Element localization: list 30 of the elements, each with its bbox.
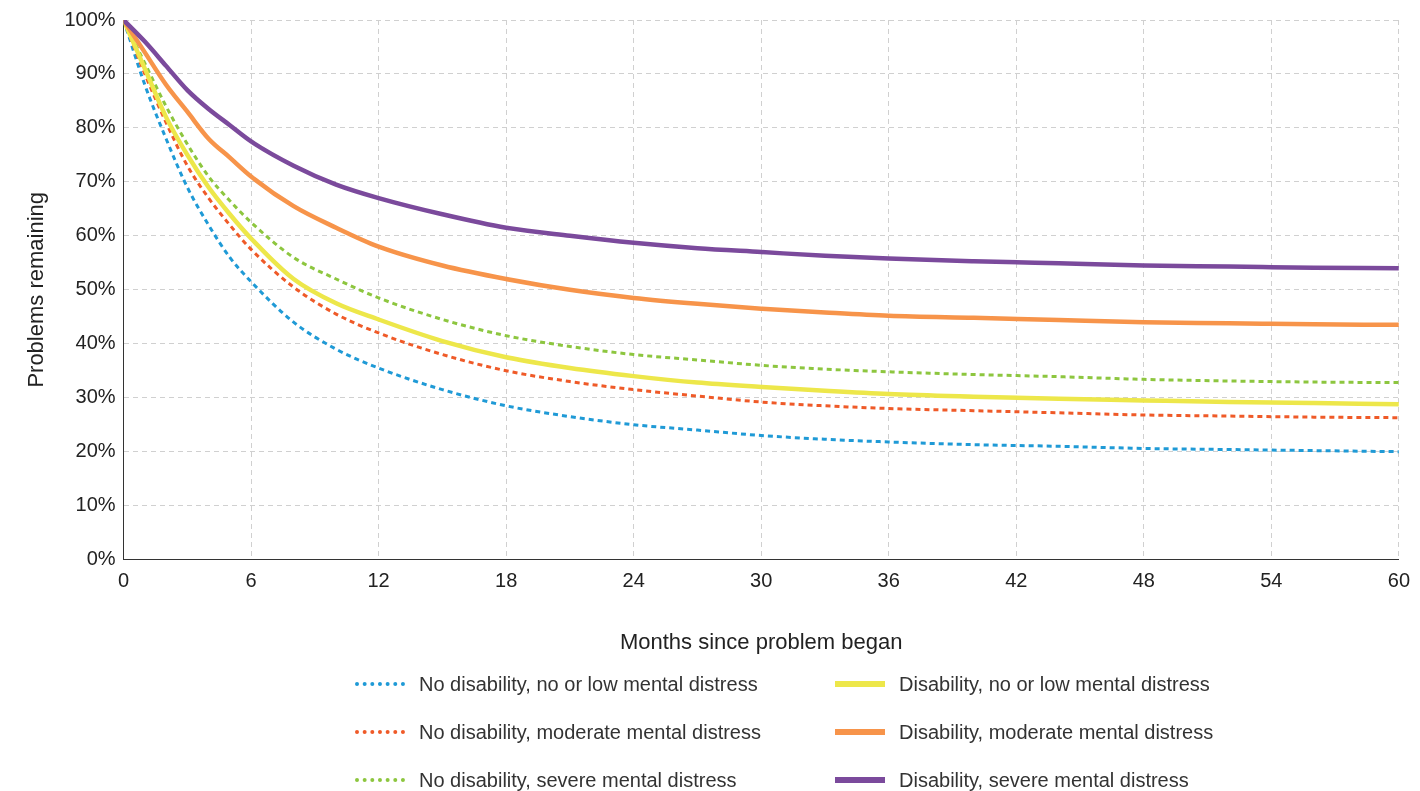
- x-axis-title: Months since problem began: [619, 628, 903, 654]
- legend-label: Disability, no or low mental distress: [899, 672, 1210, 696]
- y-tick-label: 0%: [86, 547, 116, 570]
- legend-label: Disability, severe mental distress: [899, 768, 1189, 791]
- x-tick-label: 0: [117, 569, 130, 592]
- y-tick-label: 50%: [75, 277, 116, 300]
- x-tick-label: 24: [622, 569, 645, 592]
- legend-label: No disability, no or low mental distress: [419, 672, 758, 696]
- y-tick-label: 80%: [75, 115, 116, 138]
- x-tick-label: 36: [877, 569, 900, 592]
- legend-label: Disability, moderate mental distress: [899, 720, 1214, 744]
- x-tick-label: 12: [367, 569, 390, 592]
- x-tick-label: 60: [1387, 569, 1410, 592]
- y-tick-label: 30%: [75, 385, 116, 408]
- y-tick-label: 90%: [75, 61, 116, 84]
- x-tick-label: 18: [495, 569, 518, 592]
- y-tick-label: 100%: [64, 7, 116, 30]
- legend-label: No disability, severe mental distress: [419, 768, 737, 791]
- x-tick-label: 48: [1132, 569, 1155, 592]
- x-tick-label: 6: [245, 569, 257, 592]
- y-tick-label: 10%: [75, 493, 116, 516]
- y-tick-label: 20%: [75, 439, 116, 462]
- x-tick-label: 30: [750, 569, 773, 592]
- x-tick-label: 42: [1005, 569, 1028, 592]
- y-axis-title: Problems remaining: [23, 191, 49, 388]
- legend-label: No disability, moderate mental distress: [419, 720, 761, 744]
- y-tick-label: 60%: [75, 223, 116, 246]
- y-tick-label: 70%: [75, 169, 116, 192]
- x-tick-label: 54: [1260, 569, 1283, 592]
- y-tick-label: 40%: [75, 331, 116, 354]
